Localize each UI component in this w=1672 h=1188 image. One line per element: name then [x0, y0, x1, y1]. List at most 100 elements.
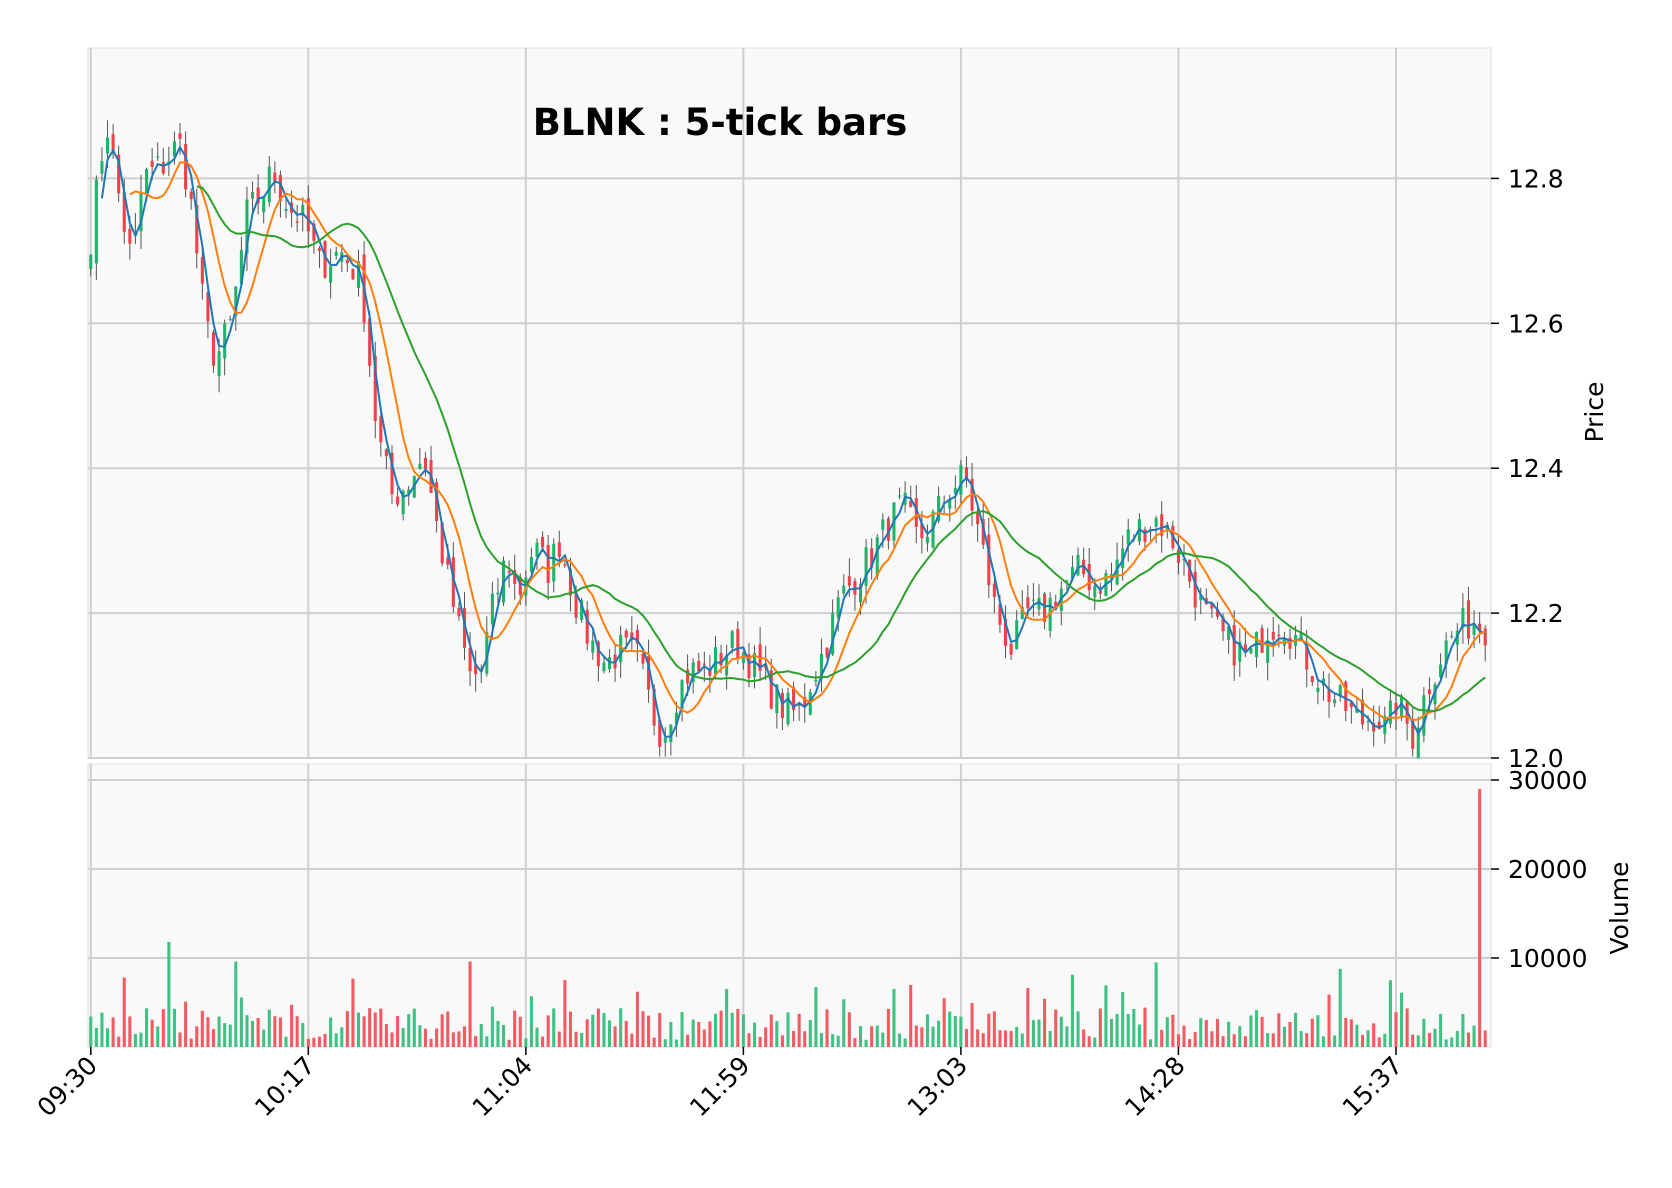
candle-body-129 [808, 692, 812, 715]
candle-body-184 [1115, 559, 1119, 585]
candle-body-62 [435, 482, 439, 521]
volume-bar-108 [691, 1019, 695, 1047]
volume-bar-89 [585, 1019, 589, 1047]
volume-bar-87 [574, 1031, 578, 1047]
volume-bar-250 [1483, 1030, 1487, 1047]
candle-body-31 [262, 196, 266, 213]
volume-bar-209 [1254, 1010, 1259, 1047]
volume-bar-241 [1433, 1028, 1437, 1047]
volume-bar-65 [451, 1032, 455, 1047]
candle-body-20 [200, 257, 204, 284]
volume-bar-206 [1238, 1026, 1242, 1047]
candle-body-11 [150, 160, 154, 167]
candle-body-27 [239, 250, 243, 285]
volume-bar-221 [1321, 1036, 1325, 1047]
candle-body-13 [161, 162, 165, 174]
volume-bar-172 [1048, 1031, 1052, 1047]
volume-bar-19 [195, 1026, 199, 1047]
price-panel [87, 47, 1492, 759]
volume-bar-62 [435, 1028, 439, 1047]
volume-bar-227 [1355, 1024, 1359, 1047]
volume-bar-100 [647, 1015, 651, 1047]
candle-body-106 [680, 680, 684, 709]
candle-body-169 [1031, 599, 1035, 601]
price-tick-label-1: 12.2 [1508, 599, 1564, 628]
candle-body-215 [1288, 637, 1292, 649]
candle-body-134 [836, 597, 840, 618]
candle-body-109 [697, 660, 701, 672]
candle-body-38 [301, 204, 305, 216]
volume-bar-107 [686, 1034, 690, 1047]
volume-bar-79 [529, 996, 533, 1047]
volume-bar-202 [1215, 1018, 1220, 1047]
candle-body-145 [898, 495, 902, 497]
volume-tick-label-2: 30000 [1508, 766, 1588, 795]
candle-body-43 [329, 265, 333, 283]
candle-body-116 [736, 628, 740, 659]
candle-body-86 [568, 569, 573, 596]
candle-body-177 [1076, 554, 1080, 576]
volume-bar-113 [719, 1010, 723, 1047]
volume-bar-138 [858, 1026, 863, 1047]
volume-bar-86 [568, 1011, 573, 1047]
volume-bar-68 [468, 961, 472, 1047]
candle-body-164 [1003, 618, 1008, 646]
candle-body-123 [775, 684, 779, 714]
volume-bar-60 [423, 1028, 427, 1047]
volume-bar-153 [942, 998, 946, 1047]
volume-bar-124 [780, 1035, 784, 1047]
volume-bar-174 [1059, 1016, 1063, 1047]
volume-bar-64 [446, 1011, 450, 1047]
candle-body-218 [1305, 641, 1309, 670]
candle-body-85 [563, 564, 567, 566]
candle-body-231 [1377, 721, 1381, 729]
volume-bar-245 [1455, 1030, 1459, 1047]
volume-bar-175 [1065, 1026, 1069, 1047]
volume-bar-115 [730, 1012, 734, 1047]
volume-bar-4 [111, 1017, 115, 1047]
volume-bar-228 [1360, 1034, 1365, 1047]
volume-bar-232 [1383, 1033, 1387, 1047]
volume-bar-59 [418, 1025, 422, 1047]
candle-body-33 [273, 172, 277, 182]
volume-bar-111 [708, 1021, 712, 1047]
candle-body-212 [1271, 631, 1275, 640]
volume-bar-218 [1305, 1033, 1309, 1047]
candle-body-7 [128, 228, 132, 244]
candle-body-152 [937, 495, 941, 522]
candle-body-118 [747, 654, 751, 679]
candle-body-98 [635, 629, 639, 644]
volume-bar-50 [368, 1008, 372, 1047]
candle-body-48 [356, 261, 361, 289]
candle-body-60 [423, 457, 427, 470]
candle-body-69 [474, 664, 478, 675]
candle-body-250 [1483, 628, 1487, 646]
volume-bar-8 [133, 1034, 137, 1047]
candle-body-107 [686, 669, 690, 684]
volume-bar-158 [970, 1002, 974, 1047]
volume-bar-15 [172, 1008, 176, 1047]
volume-bar-132 [825, 1009, 829, 1047]
volume-bar-156 [959, 1016, 963, 1047]
volume-bar-139 [864, 1039, 868, 1047]
candle-body-131 [819, 653, 823, 680]
candle-body-138 [858, 584, 863, 603]
candle-body-213 [1277, 634, 1281, 637]
volume-bar-148 [914, 1025, 918, 1047]
candle-body-37 [295, 221, 299, 223]
candle-body-51 [373, 355, 377, 421]
volume-bar-56 [401, 1027, 405, 1047]
volume-bar-14 [167, 941, 171, 1047]
volume-bar-76 [513, 1010, 517, 1047]
candle-body-249 [1478, 623, 1482, 631]
candle-body-143 [886, 518, 890, 541]
volume-bar-121 [764, 1027, 768, 1047]
volume-bar-32 [267, 1009, 271, 1047]
volume-bar-150 [925, 1014, 929, 1047]
volume-bar-223 [1333, 1035, 1337, 1047]
volume-bar-165 [1009, 1030, 1013, 1047]
volume-bar-99 [641, 1011, 645, 1047]
volume-bar-5 [117, 1036, 121, 1047]
candle-body-163 [998, 603, 1002, 625]
candle-body-157 [964, 467, 969, 480]
